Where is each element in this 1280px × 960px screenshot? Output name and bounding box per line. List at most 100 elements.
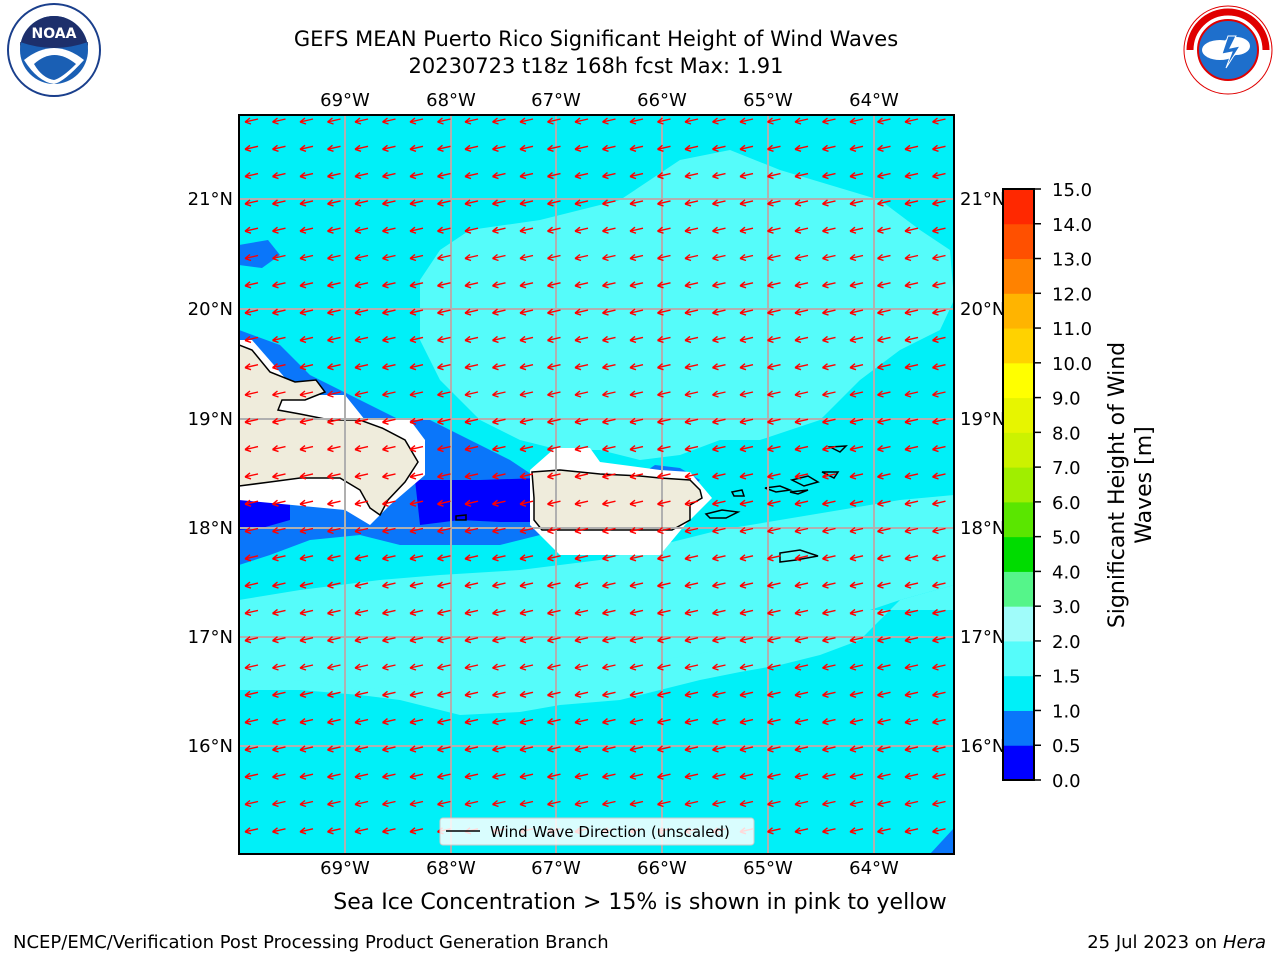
- wind-arrow: [327, 226, 341, 234]
- wind-arrow: [904, 636, 919, 644]
- wind-arrow: [299, 308, 314, 316]
- wind-arrow: [849, 499, 864, 507]
- wind-arrow: [712, 172, 726, 180]
- wind-arrow: [299, 554, 314, 562]
- wind-arrow: [409, 608, 424, 617]
- wind-arrow: [327, 363, 341, 371]
- wind-arrow: [794, 526, 809, 535]
- wind-arrow: [739, 690, 754, 698]
- wind-arrow: [244, 772, 259, 780]
- wind-arrow: [437, 472, 451, 480]
- wind-arrow: [547, 117, 561, 125]
- wind-arrow: [822, 308, 836, 316]
- wind-arrow: [437, 199, 451, 207]
- lon-label: 68°W: [426, 858, 476, 879]
- wind-arrow: [272, 827, 286, 835]
- wind-arrow: [684, 144, 699, 152]
- colorbar-frame: [1002, 188, 1035, 781]
- wind-arrow: [574, 554, 589, 562]
- wind-arrow: [519, 799, 534, 808]
- wind-arrow: [492, 690, 506, 698]
- wind-arrow: [684, 253, 699, 262]
- wind-arrow: [574, 199, 589, 207]
- wind-arrow: [547, 526, 561, 535]
- wave-field-1-5m-north: [420, 150, 954, 460]
- wind-arrow: [547, 335, 561, 344]
- wave-field-0-0m-west: [239, 500, 290, 530]
- colorbar-tick-label: 2.0: [1052, 632, 1081, 653]
- wind-arrow: [932, 226, 946, 234]
- wind-arrow: [272, 718, 286, 726]
- legend-label: Wind Wave Direction (unscaled): [490, 823, 730, 841]
- wind-arrow: [602, 554, 616, 562]
- colorbar-segment: [1003, 397, 1034, 433]
- wind-arrow: [932, 199, 946, 207]
- wind-arrow: [932, 308, 946, 316]
- wind-arrow: [932, 363, 946, 371]
- wind-arrow: [602, 690, 616, 698]
- wind-arrow: [547, 636, 561, 644]
- wind-arrow: [519, 445, 534, 453]
- wind-arrow: [354, 363, 369, 371]
- wind-arrow: [354, 335, 369, 344]
- wind-arrow: [904, 718, 919, 726]
- wind-arrow: [932, 581, 946, 589]
- wind-arrow: [464, 144, 479, 152]
- wind-arrow: [354, 772, 369, 780]
- wind-arrow: [904, 772, 919, 780]
- wind-arrow: [739, 636, 754, 644]
- wind-arrow: [904, 390, 919, 398]
- wind-arrow: [299, 390, 314, 398]
- wind-arrow: [849, 554, 864, 562]
- wind-arrow: [409, 636, 424, 644]
- wind-arrow: [877, 718, 891, 726]
- wind-arrow: [877, 226, 891, 234]
- wind-arrow: [437, 417, 451, 425]
- wind-arrow: [657, 745, 671, 753]
- wind-arrow: [409, 799, 424, 808]
- wind-arrow: [464, 636, 479, 644]
- wind-arrow: [629, 799, 644, 808]
- wind-arrow: [382, 554, 396, 562]
- noaa-logo: NOAA: [7, 3, 101, 97]
- wind-arrow: [299, 253, 314, 262]
- island-mona: [455, 514, 467, 521]
- wind-arrow: [794, 253, 809, 262]
- wind-arrow: [354, 417, 369, 425]
- wind-arrow: [767, 554, 781, 562]
- wind-arrow: [409, 308, 424, 316]
- wind-arrow: [492, 499, 506, 507]
- wind-arrow: [299, 417, 314, 425]
- wind-arrow: [327, 718, 341, 726]
- wind-arrow: [602, 281, 616, 289]
- wind-arrow: [849, 172, 864, 180]
- island-vieques: [704, 509, 741, 519]
- wind-arrow: [877, 636, 891, 644]
- wind-arrow: [272, 772, 286, 780]
- wind-arrow: [519, 608, 534, 617]
- wind-arrow: [547, 745, 561, 753]
- wind-arrow: [299, 827, 314, 835]
- wind-arrow: [354, 445, 369, 453]
- wind-arrow: [629, 117, 644, 125]
- wind-arrow: [464, 499, 479, 507]
- wind-arrow: [794, 417, 809, 425]
- wind-arrow: [492, 445, 506, 453]
- wind-arrow: [437, 172, 451, 180]
- island-st-croix: [779, 549, 819, 563]
- wind-arrow: [794, 363, 809, 371]
- wind-arrow: [767, 745, 781, 753]
- wind-arrow: [244, 799, 259, 808]
- wind-arrow: [822, 390, 836, 398]
- island-culebra: [730, 489, 746, 497]
- wind-arrow: [767, 827, 781, 835]
- wind-arrow: [602, 172, 616, 180]
- wind-arrow: [574, 690, 589, 698]
- wind-arrow: [492, 526, 506, 535]
- wind-arrow: [299, 445, 314, 453]
- wind-arrow: [767, 308, 781, 316]
- wind-arrow: [822, 526, 836, 535]
- wind-arrow: [299, 636, 314, 644]
- wind-arrow: [547, 253, 561, 262]
- map-frame: [238, 114, 955, 855]
